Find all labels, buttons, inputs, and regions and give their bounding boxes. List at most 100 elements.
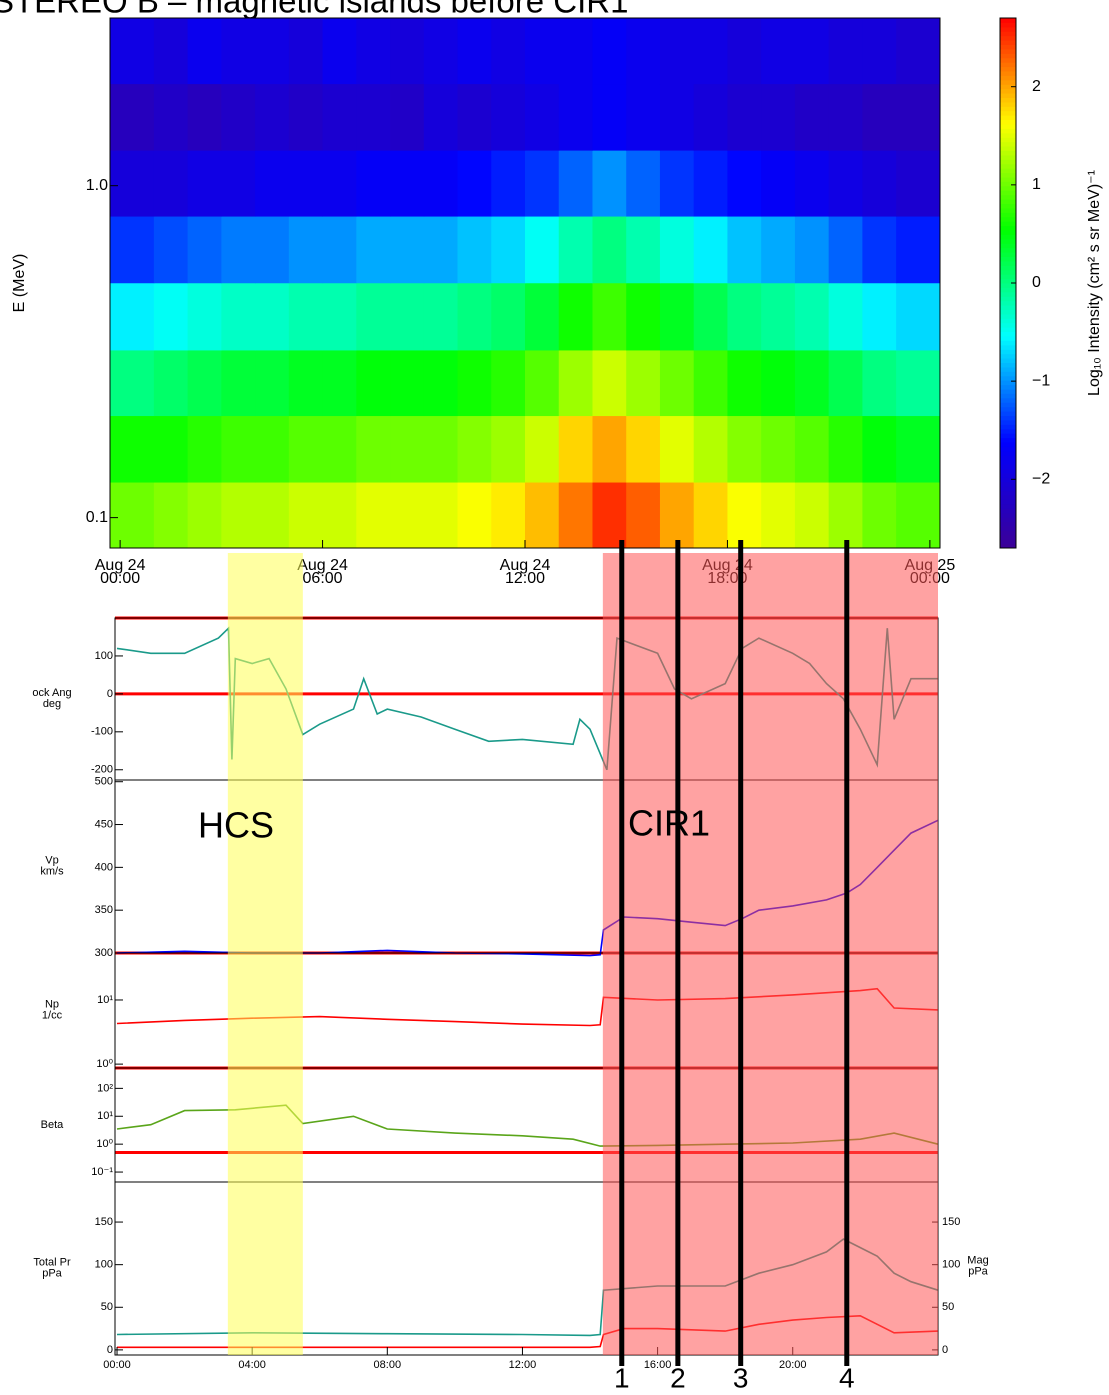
colorbar-step [1000, 18, 1016, 23]
heat-cell [187, 482, 222, 549]
colorbar-step [1000, 181, 1016, 187]
heat-cell [727, 18, 762, 85]
heat-cell [558, 415, 593, 483]
heat-cell [896, 349, 941, 417]
colorbar-step [1000, 141, 1016, 147]
heat-cell [693, 415, 728, 483]
heat-cell [727, 349, 762, 417]
heat-cell [221, 415, 256, 483]
colorbar-step [1000, 238, 1016, 244]
heat-cell [255, 150, 290, 217]
colorbar-step [1000, 530, 1016, 536]
event-label: 4 [839, 1362, 855, 1393]
colorbar-step [1000, 437, 1016, 443]
colorbar-step [1000, 442, 1016, 447]
y-axis-label: Np [45, 998, 59, 1010]
colorbar-step [1000, 464, 1016, 469]
region-label: HCS [198, 805, 274, 846]
heat-cell [794, 83, 830, 151]
heat-cell [558, 216, 593, 284]
y-tick-label: 10¹ [97, 1110, 113, 1122]
y-axis-label: ock Ang [32, 687, 71, 699]
heat-cell [828, 150, 863, 217]
heat-cell [626, 18, 661, 85]
heat-cell [390, 216, 425, 284]
heat-cell [356, 150, 391, 217]
heat-cell [525, 482, 560, 549]
heat-cell [862, 282, 897, 351]
heat-cell [794, 216, 830, 284]
heat-cell [491, 83, 526, 151]
y2-tick-label: 50 [942, 1301, 954, 1313]
y-axis-label: deg [43, 698, 61, 710]
heat-cell [288, 349, 324, 417]
colorbar-step [1000, 402, 1016, 408]
heat-cell [457, 18, 492, 85]
heat-cell [896, 216, 941, 284]
heat-cell [288, 482, 324, 549]
y-tick-label: 350 [95, 904, 113, 916]
colorbar-step [1000, 419, 1016, 425]
heat-cell [896, 482, 941, 549]
colorbar-step [1000, 455, 1016, 461]
colorbar-step [1000, 71, 1016, 76]
heat-cell [221, 150, 256, 217]
colorbar-step [1000, 185, 1016, 191]
colorbar-step [1000, 331, 1016, 337]
heat-cell [322, 83, 357, 151]
heat-cell [693, 150, 728, 217]
heat-cell [153, 83, 189, 151]
heat-cell [525, 18, 560, 85]
heat-cell [187, 282, 222, 351]
heat-cell [727, 282, 762, 351]
colorbar-step [1000, 79, 1016, 85]
heat-cell [727, 482, 762, 549]
heat-cell [592, 349, 627, 417]
heat-cell [693, 18, 728, 85]
colorbar-step [1000, 521, 1016, 527]
heat-cell [626, 150, 661, 217]
colorbar-step [1000, 539, 1016, 545]
y-axis-label: E (MeV) [11, 254, 28, 313]
colorbar-step [1000, 495, 1016, 500]
y2-tick-label: 100 [942, 1259, 960, 1271]
event-label: 3 [733, 1362, 749, 1393]
heat-cell [761, 216, 796, 284]
colorbar-step [1000, 159, 1016, 165]
heat-cell [153, 415, 189, 483]
heat-cell [110, 18, 155, 85]
colorbar-step [1000, 313, 1016, 319]
heat-cell [794, 282, 830, 351]
heat-cell [525, 150, 560, 217]
heat-cell [187, 150, 222, 217]
y-axis-label: Beta [41, 1119, 65, 1131]
heat-cell [288, 150, 324, 217]
heat-cell [626, 83, 661, 151]
y-tick-label: 300 [95, 947, 113, 959]
heat-cell [761, 83, 796, 151]
heat-cell [491, 482, 526, 549]
event-label: 1 [614, 1362, 630, 1393]
y-tick-label: 500 [95, 776, 113, 788]
heat-cell [255, 349, 290, 417]
colorbar-step [1000, 397, 1016, 403]
colorbar-step [1000, 481, 1016, 487]
heat-cell [288, 83, 324, 151]
colorbar-step [1000, 243, 1016, 249]
heat-cell [356, 349, 391, 417]
heat-cell [794, 415, 830, 483]
heat-cell [558, 150, 593, 217]
colorbar-step [1000, 97, 1016, 103]
heat-cell [525, 216, 560, 284]
heat-cell [491, 282, 526, 351]
colorbar-step [1000, 512, 1016, 518]
y-axis-label: Vp [45, 854, 58, 866]
y-tick-label: 1.0 [86, 177, 108, 194]
colorbar-step [1000, 146, 1016, 151]
heat-cell [896, 150, 941, 217]
heat-cell [187, 83, 222, 151]
heat-cell [761, 415, 796, 483]
heat-cell [693, 83, 728, 151]
colorbar-step [1000, 503, 1016, 509]
